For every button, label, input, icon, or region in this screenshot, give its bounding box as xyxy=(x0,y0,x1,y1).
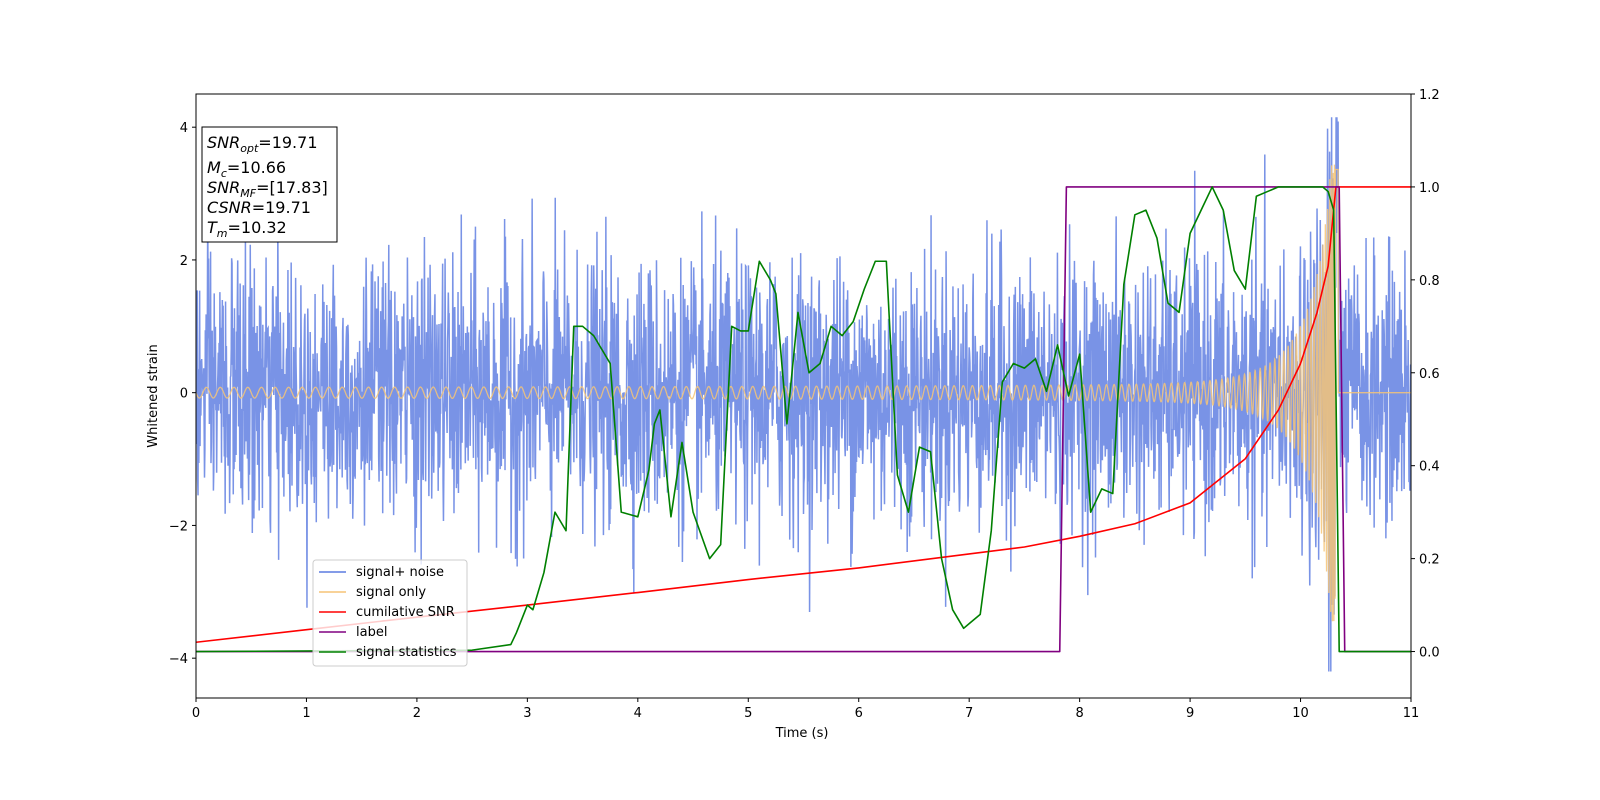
y-left-tick-label: −2 xyxy=(169,519,188,534)
x-tick-label: 4 xyxy=(634,706,642,721)
y-axis-left: −4 −2 0 2 4 xyxy=(169,121,196,667)
legend-label-signal-noise: signal+ noise xyxy=(356,565,444,580)
y-axis-label-left: Whitened strain xyxy=(146,344,161,447)
y-right-tick-label: 1.0 xyxy=(1419,181,1440,196)
x-tick-label: 1 xyxy=(302,706,310,721)
info-box: SNRopt=19.71 Mc=10.66 SNRMF=[17.83] CSNR… xyxy=(201,126,338,243)
legend-label-label: label xyxy=(356,625,387,640)
info-mc: Mc=10.66 xyxy=(207,158,286,180)
info-csnr: CSNR=19.71 xyxy=(207,198,311,217)
y-right-tick-label: 0.4 xyxy=(1419,460,1440,475)
x-tick-label: 5 xyxy=(744,706,752,721)
info-snr-opt: SNRopt=19.71 xyxy=(207,133,318,155)
x-tick-label: 9 xyxy=(1186,706,1194,721)
x-tick-label: 7 xyxy=(965,706,973,721)
info-box-frame xyxy=(201,126,338,243)
y-left-tick-label: 4 xyxy=(180,121,188,136)
series-signal-noise-line xyxy=(196,117,1411,672)
x-tick-label: 6 xyxy=(855,706,863,721)
x-tick-label: 10 xyxy=(1292,706,1309,721)
y-axis-right: 0.0 0.2 0.4 0.6 0.8 1.0 1.2 xyxy=(1411,88,1440,661)
y-right-tick-label: 0.0 xyxy=(1419,646,1440,661)
x-axis-label: Time (s) xyxy=(775,726,829,741)
y-left-tick-label: 2 xyxy=(180,254,188,269)
legend-frame xyxy=(312,559,468,667)
legend: signal+ noise signal only cumilative SNR… xyxy=(312,559,468,667)
x-tick-label: 8 xyxy=(1075,706,1083,721)
legend-label-signal-only: signal only xyxy=(356,585,426,600)
y-left-tick-label: −4 xyxy=(169,652,188,667)
y-right-tick-label: 0.8 xyxy=(1419,274,1440,289)
plot-area xyxy=(196,117,1411,672)
y-left-tick-label: 0 xyxy=(180,387,188,402)
legend-label-signal-statistics: signal statistics xyxy=(356,645,457,660)
info-tm: Tm=10.32 xyxy=(207,218,287,240)
y-right-tick-label: 0.2 xyxy=(1419,553,1440,568)
axes-frame xyxy=(195,93,1412,699)
x-tick-label: 2 xyxy=(413,706,421,721)
series-signal-statistics-line xyxy=(196,186,1411,653)
series-signal-only-line xyxy=(196,164,1411,622)
x-tick-label: 3 xyxy=(523,706,531,721)
info-snr-mf: SNRMF=[17.83] xyxy=(207,178,328,200)
y-right-tick-label: 0.6 xyxy=(1419,367,1440,382)
x-tick-label: 0 xyxy=(192,706,200,721)
x-axis: 0 1 2 3 4 5 6 7 8 9 10 11 xyxy=(192,698,1419,721)
y-right-tick-label: 1.2 xyxy=(1419,88,1440,103)
legend-label-cumulative-snr: cumilative SNR xyxy=(356,605,455,620)
x-tick-label: 11 xyxy=(1403,706,1420,721)
